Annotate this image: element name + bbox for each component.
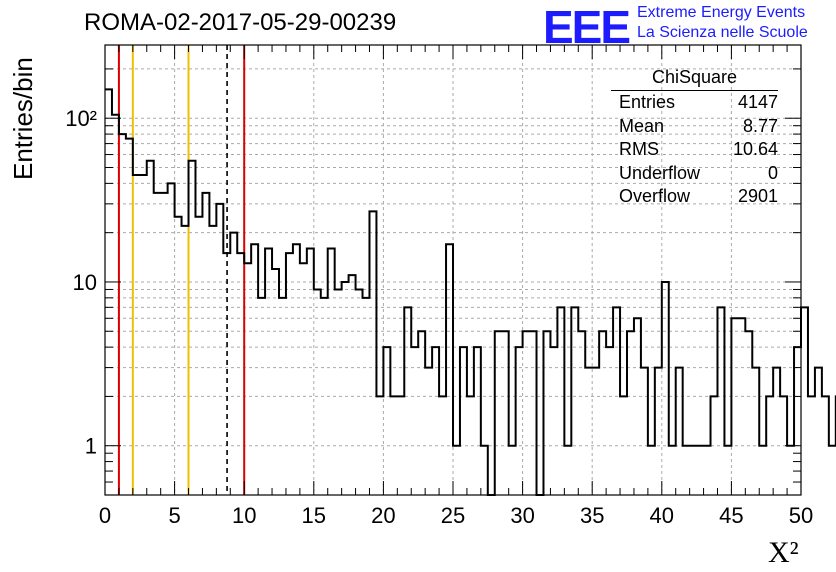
- y-tick-label: 10²: [65, 106, 97, 131]
- stats-value: 10.64: [732, 139, 778, 159]
- stats-title: ChiSquare: [611, 67, 778, 91]
- logo-line-1: Extreme Energy Events: [637, 4, 806, 21]
- y-tick-label: 1: [85, 434, 97, 459]
- eee-logo: EEE: [543, 1, 631, 53]
- x-tick-label: 30: [510, 503, 534, 528]
- run-title: ROMA-02-2017-05-29-00239: [84, 9, 397, 36]
- y-axis-label: Entries/bin: [8, 57, 38, 180]
- stats-row: Mean 8.77: [611, 115, 778, 139]
- x-tick-label: 25: [441, 503, 465, 528]
- stats-label: Entries: [619, 92, 676, 112]
- x-tick-label: 45: [719, 503, 743, 528]
- stats-row: Overflow 2901: [611, 185, 778, 209]
- logo-line-2: La Scienza nelle Scuole: [637, 24, 808, 41]
- stats-value: 8.77: [742, 115, 778, 136]
- stats-label: Overflow: [619, 186, 691, 206]
- stats-label: RMS: [619, 139, 659, 159]
- stats-row: Underflow 0: [611, 162, 778, 186]
- stats-row: Entries 4147: [611, 91, 778, 115]
- x-tick-label: 0: [99, 503, 111, 528]
- x-axis-label: X²: [768, 536, 799, 569]
- x-tick-label: 35: [580, 503, 604, 528]
- x-tick-label: 20: [371, 503, 395, 528]
- stats-value: 2901: [737, 186, 778, 206]
- y-tick-label: 10: [73, 270, 97, 295]
- x-tick-label: 10: [232, 503, 256, 528]
- stats-value: 0: [767, 162, 778, 183]
- stats-label: Underflow: [619, 162, 701, 183]
- stats-row: RMS 10.64: [611, 138, 778, 162]
- x-tick-label: 40: [650, 503, 674, 528]
- stats-box: ChiSquare Entries 4147 Mean 8.77 RMS 10.64 …: [611, 67, 778, 209]
- stats-value: 4147: [737, 92, 778, 112]
- x-tick-label: 5: [168, 503, 180, 528]
- stats-label: Mean: [619, 115, 665, 136]
- x-tick-label: 50: [789, 503, 813, 528]
- x-tick-label: 15: [302, 503, 326, 528]
- histogram-series: [105, 88, 836, 496]
